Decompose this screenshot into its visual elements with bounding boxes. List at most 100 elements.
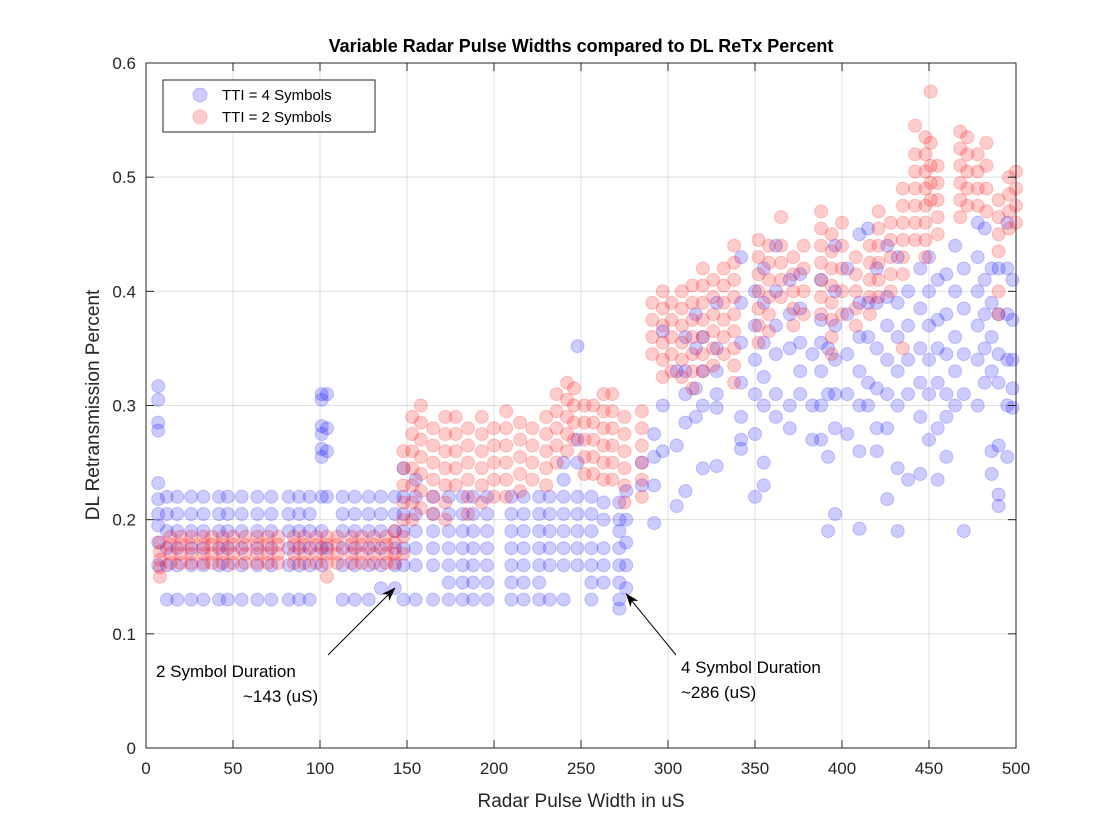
- data-point: [344, 546, 359, 561]
- data-point: [151, 518, 166, 533]
- data-point: [170, 507, 185, 521]
- data-point: [727, 238, 742, 253]
- data-point: [716, 261, 731, 276]
- data-point: [619, 558, 634, 573]
- data-point: [487, 489, 501, 504]
- data-point: [674, 335, 689, 350]
- data-point: [977, 375, 992, 390]
- data-point: [302, 558, 317, 573]
- data-point: [655, 398, 670, 413]
- data-point: [828, 387, 842, 402]
- data-point: [556, 558, 571, 573]
- data-point: [923, 193, 938, 207]
- data-point: [426, 558, 441, 573]
- x-tick-label: 200: [480, 759, 508, 778]
- data-point: [814, 364, 829, 379]
- data-point: [426, 592, 441, 607]
- data-point: [584, 541, 599, 556]
- data-point: [685, 278, 700, 293]
- data-point: [516, 575, 531, 590]
- data-point: [835, 215, 849, 230]
- data-point: [716, 278, 731, 293]
- y-tick-label: 0.1: [112, 625, 136, 644]
- data-point: [387, 556, 402, 570]
- series-0: [151, 215, 1020, 616]
- data-point: [948, 284, 963, 299]
- data-point: [220, 558, 235, 573]
- y-tick-label: 0.3: [112, 397, 136, 416]
- data-point: [862, 272, 877, 287]
- data-point: [647, 478, 662, 493]
- data-point: [793, 267, 808, 282]
- data-point: [542, 592, 557, 607]
- data-point: [852, 398, 867, 413]
- data-point: [314, 541, 329, 556]
- data-point: [499, 472, 514, 487]
- data-point: [786, 318, 801, 333]
- data-point: [234, 489, 249, 504]
- data-point: [354, 537, 369, 552]
- data-point: [751, 335, 766, 350]
- y-tick-label: 0.5: [112, 168, 136, 187]
- data-point: [828, 352, 842, 367]
- data-point: [184, 489, 199, 504]
- data-point: [756, 261, 771, 276]
- data-point: [930, 375, 945, 390]
- data-point: [250, 556, 265, 570]
- data-point: [824, 330, 839, 344]
- data-point: [862, 255, 877, 270]
- data-point: [685, 312, 700, 327]
- data-point: [413, 398, 428, 413]
- data-point: [549, 455, 564, 470]
- data-point: [953, 193, 968, 207]
- data-point: [861, 221, 876, 236]
- data-point: [748, 352, 762, 367]
- data-point: [212, 558, 227, 573]
- data-point: [821, 387, 836, 402]
- data-point: [271, 529, 286, 544]
- data-point: [918, 181, 933, 196]
- data-point: [560, 392, 575, 407]
- data-point: [516, 489, 531, 504]
- data-point: [953, 210, 968, 225]
- data-point: [939, 449, 954, 464]
- y-tick-label: 0: [127, 739, 136, 758]
- data-point: [913, 409, 928, 424]
- data-point: [814, 312, 829, 327]
- data-point: [706, 272, 721, 287]
- data-point: [577, 467, 592, 481]
- data-point: [466, 575, 481, 590]
- data-point: [1000, 215, 1015, 230]
- data-point: [361, 489, 376, 504]
- data-point: [977, 221, 992, 236]
- data-point: [674, 301, 689, 316]
- data-point: [901, 318, 916, 333]
- data-point: [460, 455, 475, 470]
- data-point: [880, 352, 895, 367]
- series-1: [152, 84, 1023, 584]
- data-point: [184, 546, 199, 561]
- data-point: [835, 238, 849, 253]
- data-point: [835, 284, 849, 299]
- data-point: [596, 455, 611, 470]
- data-point: [596, 541, 611, 556]
- data-point: [354, 546, 369, 561]
- data-point: [480, 558, 494, 573]
- data-point: [487, 472, 501, 487]
- data-point: [499, 404, 514, 419]
- data-point: [205, 556, 220, 570]
- data-point: [320, 541, 334, 556]
- data-point: [286, 537, 301, 552]
- data-point: [939, 267, 954, 282]
- data-point: [979, 135, 994, 150]
- data-point: [570, 524, 585, 539]
- data-point: [487, 455, 501, 470]
- data-point: [441, 558, 456, 573]
- data-point: [361, 541, 376, 556]
- data-point: [664, 312, 679, 327]
- data-point: [366, 546, 381, 561]
- data-point: [655, 352, 670, 367]
- data-point: [634, 472, 649, 487]
- data-point: [970, 398, 985, 413]
- data-point: [250, 558, 265, 573]
